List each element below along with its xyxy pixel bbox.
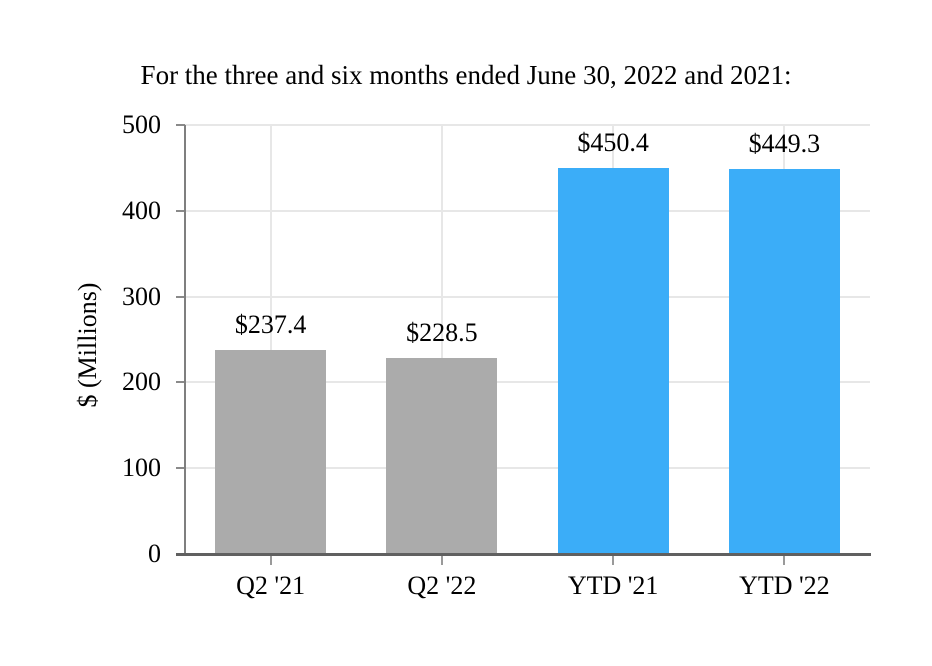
- bar-q2-22: [386, 357, 498, 554]
- gridline-horizontal: [185, 381, 870, 384]
- chart-title: For the three and six months ended June …: [140, 60, 792, 90]
- x-axis-tick: [269, 556, 272, 565]
- gridline-horizontal: [185, 467, 870, 470]
- y-axis-tick: [176, 381, 185, 384]
- y-axis-tick: [176, 124, 185, 126]
- gridline-horizontal: [185, 295, 870, 298]
- y-tick-label: 500: [122, 110, 161, 139]
- x-axis-line: [176, 553, 871, 556]
- x-tick-label: YTD '22: [739, 571, 830, 600]
- bar-ytd-21: [557, 167, 669, 554]
- bar-value-label: $228.5: [406, 317, 478, 347]
- x-tick-label: YTD '21: [567, 571, 659, 600]
- y-tick-label: 100: [122, 453, 161, 483]
- x-axis-tick: [440, 556, 443, 565]
- x-axis-tick: [783, 556, 786, 565]
- y-axis-tick: [176, 209, 185, 212]
- gridline-vertical: [269, 125, 272, 554]
- y-tick-label: 0: [148, 539, 161, 568]
- bar-value-label: $237.4: [234, 310, 307, 340]
- bar-q2-21: [215, 350, 327, 554]
- bar-value-label: $449.3: [748, 128, 821, 158]
- x-tick-label: Q2 '21: [236, 571, 306, 600]
- gridline-horizontal: [185, 209, 870, 212]
- y-tick-label: 200: [122, 367, 161, 397]
- bar-ytd-22: [728, 168, 840, 554]
- bar-value-label: $450.4: [577, 127, 649, 157]
- y-axis-line: [184, 125, 186, 556]
- x-tick-label: Q2 '22: [407, 571, 477, 600]
- gridline-horizontal: [185, 124, 870, 126]
- x-axis-tick: [612, 556, 615, 565]
- y-tick-label: 300: [122, 281, 161, 311]
- gridline-vertical: [440, 125, 443, 554]
- y-axis-tick: [176, 467, 185, 470]
- y-tick-label: 400: [122, 195, 161, 225]
- y-axis-tick: [176, 295, 185, 298]
